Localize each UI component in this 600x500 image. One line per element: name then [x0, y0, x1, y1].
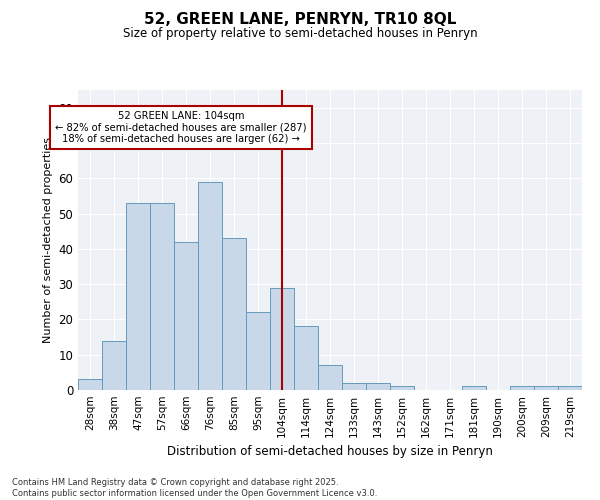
Bar	[462, 386, 486, 390]
Bar	[246, 312, 270, 390]
Bar	[222, 238, 246, 390]
Bar	[390, 386, 414, 390]
Bar	[174, 242, 198, 390]
Text: Contains HM Land Registry data © Crown copyright and database right 2025.
Contai: Contains HM Land Registry data © Crown c…	[12, 478, 377, 498]
Bar	[126, 203, 150, 390]
Bar	[510, 386, 534, 390]
Bar	[318, 366, 342, 390]
Bar	[366, 383, 390, 390]
Bar	[270, 288, 294, 390]
Bar	[534, 386, 558, 390]
Bar	[198, 182, 222, 390]
Bar	[78, 380, 102, 390]
Text: Size of property relative to semi-detached houses in Penryn: Size of property relative to semi-detach…	[122, 28, 478, 40]
Bar	[102, 340, 126, 390]
X-axis label: Distribution of semi-detached houses by size in Penryn: Distribution of semi-detached houses by …	[167, 446, 493, 458]
Bar	[342, 383, 366, 390]
Y-axis label: Number of semi-detached properties: Number of semi-detached properties	[43, 137, 53, 343]
Text: 52, GREEN LANE, PENRYN, TR10 8QL: 52, GREEN LANE, PENRYN, TR10 8QL	[144, 12, 456, 28]
Bar	[294, 326, 318, 390]
Bar	[558, 386, 582, 390]
Text: 52 GREEN LANE: 104sqm
← 82% of semi-detached houses are smaller (287)
18% of sem: 52 GREEN LANE: 104sqm ← 82% of semi-deta…	[55, 111, 307, 144]
Bar	[150, 203, 174, 390]
